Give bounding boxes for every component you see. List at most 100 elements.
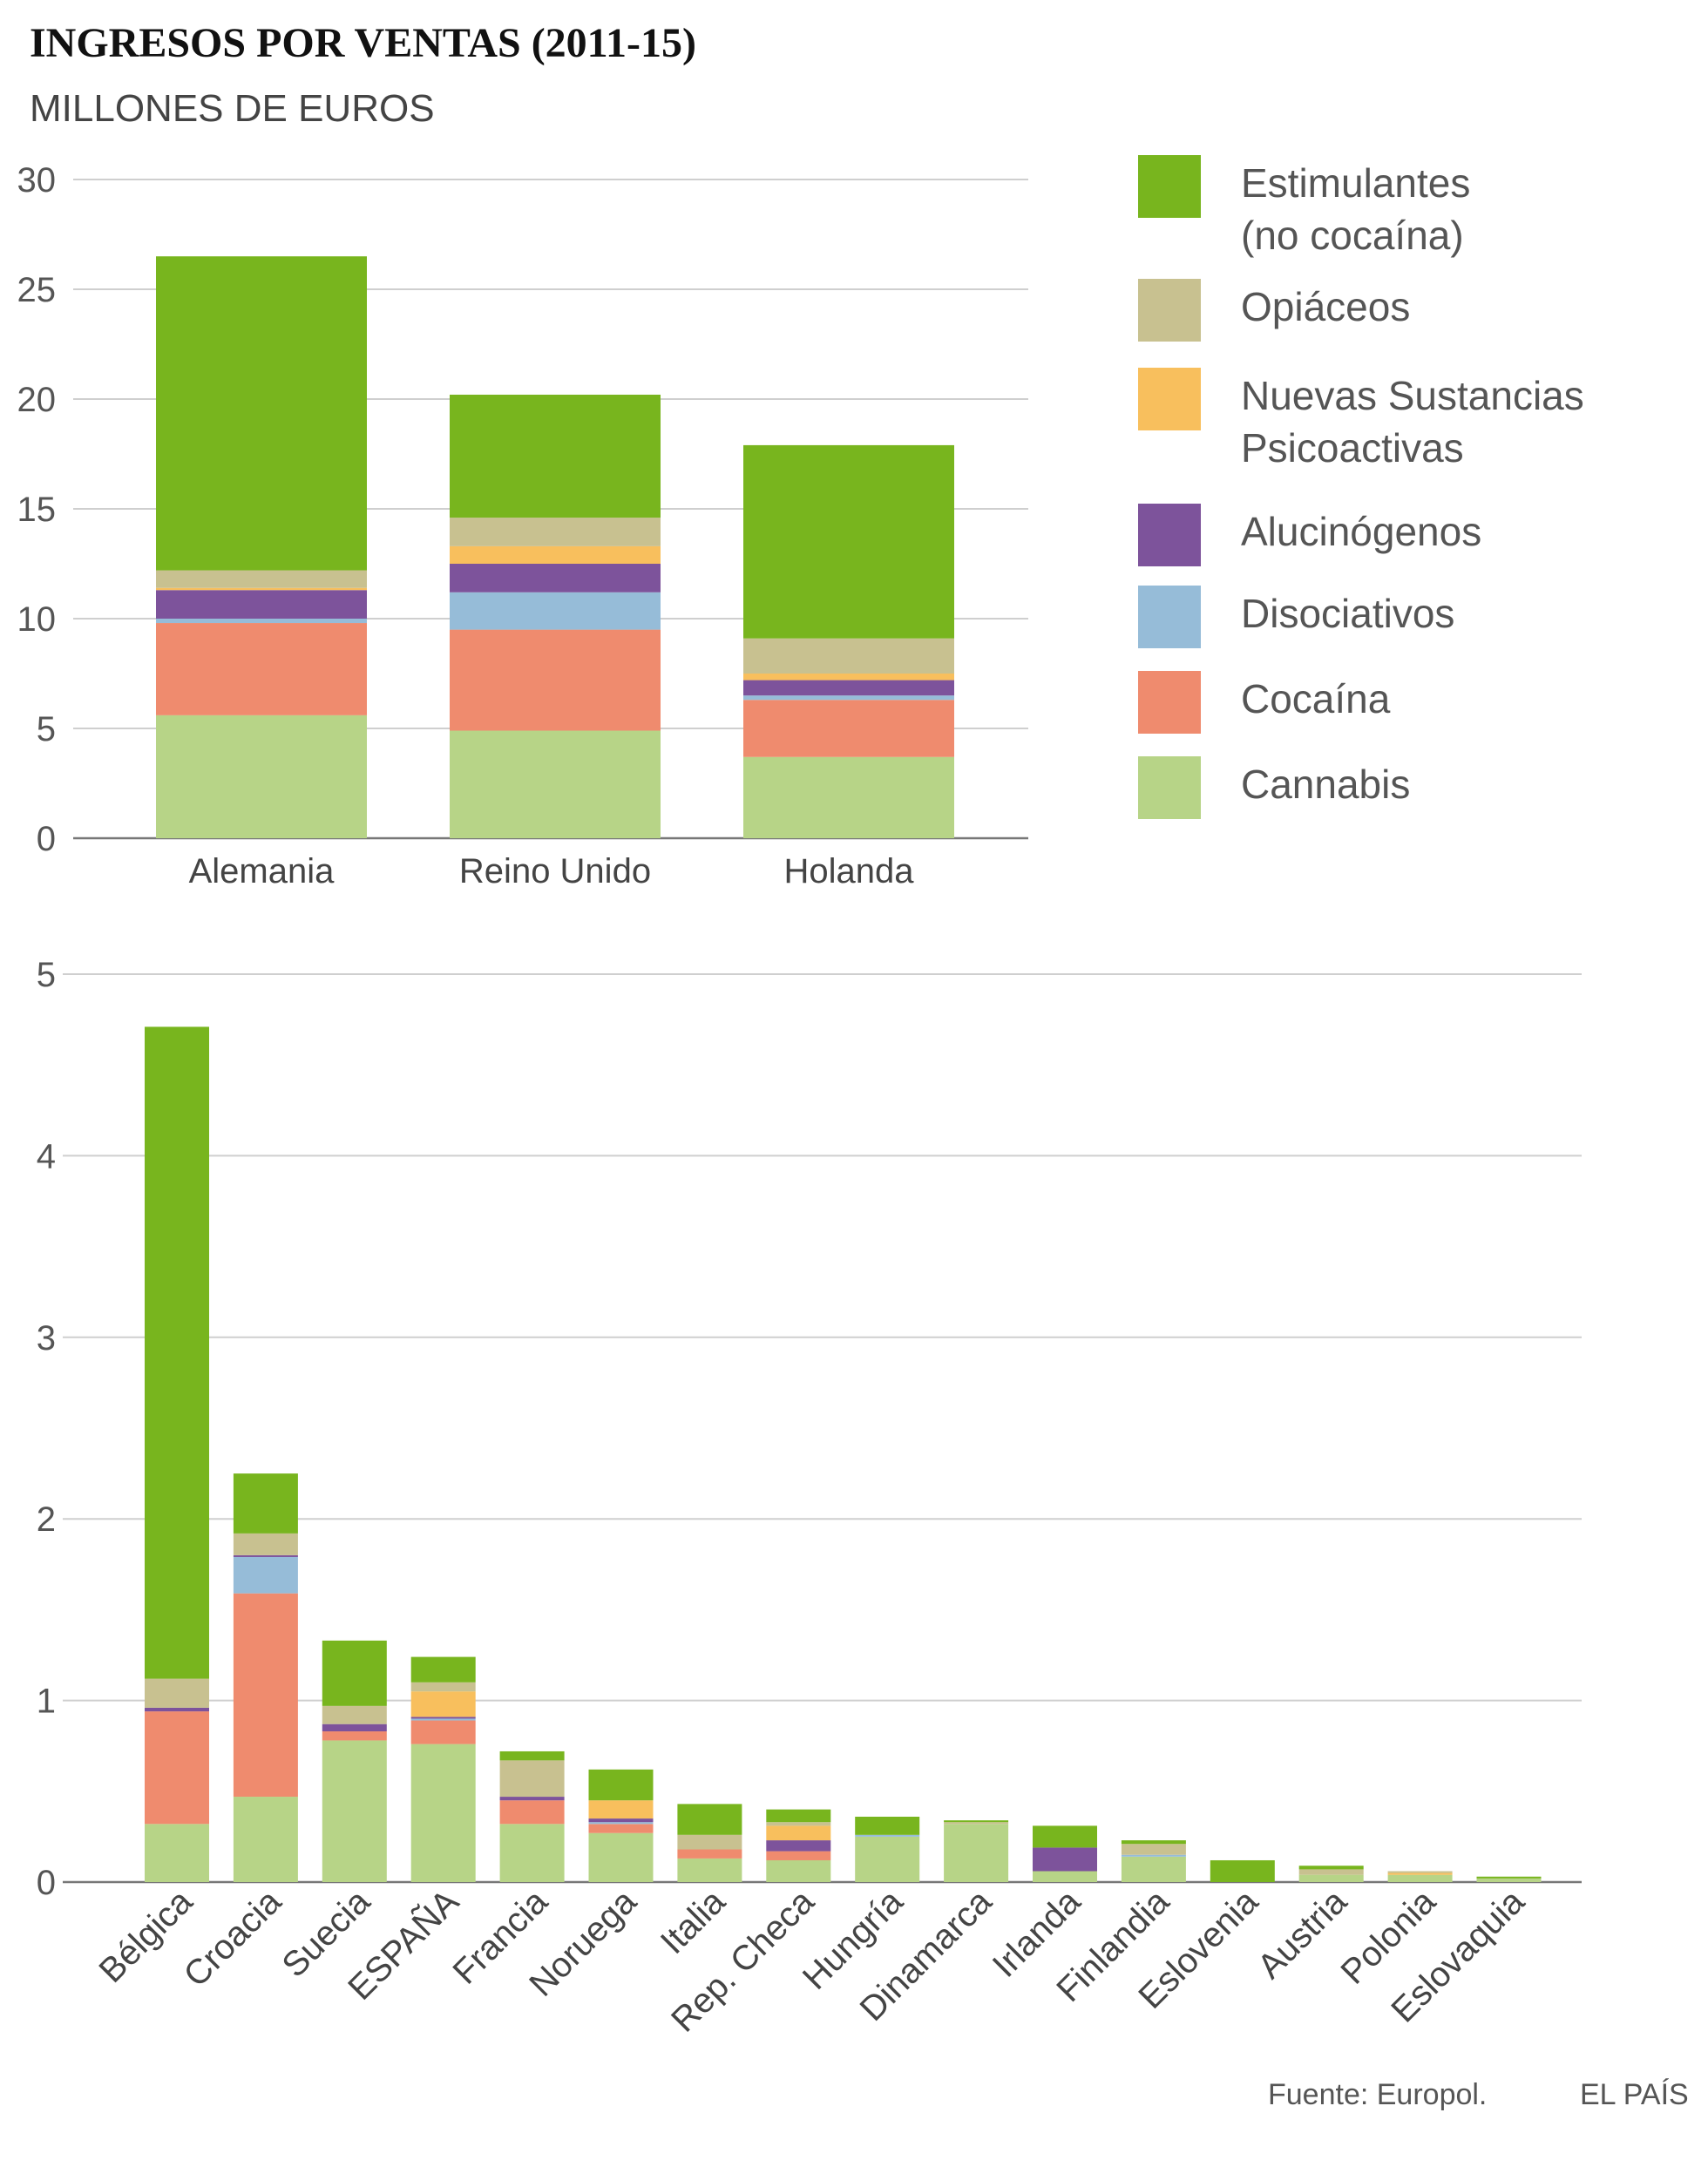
bar-segment-estimulantes-no-cocaina	[450, 394, 661, 518]
bar-segment-alucinogenos	[145, 1707, 209, 1712]
legend-item-opiaceos: Opiáceos	[1138, 279, 1410, 342]
bar-segment-alucinogenos	[450, 564, 661, 593]
bar-segment-opiaceos	[322, 1705, 387, 1724]
bar-segment-opiaceos	[145, 1678, 209, 1708]
bar-segment-disociativos	[156, 619, 367, 624]
bar-segment-cannabis	[156, 714, 367, 838]
legend-label: Cannabis	[1241, 762, 1410, 807]
chart-2: 012345BélgicaCroaciaSueciaESPAÑAFranciaN…	[37, 956, 1582, 2040]
bar-segment-opiaceos	[1387, 1871, 1453, 1873]
bar-segment-cannabis	[1033, 1871, 1097, 1882]
bar-segment-alucinogenos	[322, 1723, 387, 1732]
bar-segment-cocaina	[450, 629, 661, 731]
bar-segment-nuevas-sustancias-psicoactivas	[1387, 1872, 1453, 1875]
legend-swatch	[1138, 756, 1201, 819]
bar-segment-disociativos	[588, 1822, 654, 1825]
bar-segment-cocaina	[233, 1593, 298, 1798]
legend-item-estimulantes-no-cocaina: Estimulantes (no cocaína)	[1138, 155, 1470, 258]
x-tick-label: Alemania	[189, 852, 336, 891]
bar-segment-opiaceos	[944, 1822, 1009, 1825]
bar-segment-estimulantes-no-cocaina	[588, 1769, 654, 1801]
legend-item-cocaina: Cocaína	[1138, 671, 1391, 734]
bar-segment-cannabis	[499, 1824, 565, 1882]
bar-segment-estimulantes-no-cocaina	[410, 1656, 476, 1683]
bar-segment-disociativos	[450, 592, 661, 630]
bar-segment-cocaina	[588, 1824, 654, 1833]
legend-swatch	[1138, 671, 1201, 734]
legend-label: Opiáceos	[1241, 284, 1410, 329]
chart-subtitle: MILLONES DE EUROS	[30, 87, 435, 130]
legend-label: Nuevas Sustancias	[1241, 373, 1584, 418]
bar-segment-cannabis	[855, 1836, 920, 1882]
bar-segment-estimulantes-no-cocaina	[322, 1640, 387, 1706]
bar-segment-estimulantes-no-cocaina	[677, 1804, 742, 1835]
bar-segment-disociativos	[743, 695, 954, 701]
bar-segment-estimulantes-no-cocaina	[1298, 1866, 1364, 1870]
legend-label: Cocaína	[1241, 676, 1391, 721]
bar-segment-nuevas-sustancias-psicoactivas	[450, 545, 661, 564]
bar-segment-alucinogenos	[156, 590, 367, 619]
y-tick-label: 4	[37, 1137, 56, 1175]
legend-label: Disociativos	[1241, 591, 1454, 636]
bar-segment-cannabis	[743, 756, 954, 838]
legend-swatch	[1138, 155, 1201, 218]
bar-segment-estimulantes-no-cocaina	[743, 444, 954, 639]
legend-label: Psicoactivas	[1241, 425, 1464, 471]
bar-segment-estimulantes-no-cocaina	[766, 1809, 831, 1823]
y-tick-label: 15	[17, 491, 57, 529]
legend-label: (no cocaína)	[1241, 213, 1464, 258]
bar-segment-alucinogenos	[233, 1554, 298, 1557]
y-tick-label: 10	[17, 600, 57, 639]
legend-item-alucinogenos: Alucinógenos	[1138, 504, 1481, 566]
bar-segment-disociativos	[410, 1718, 476, 1721]
bar-segment-cocaina	[766, 1851, 831, 1860]
bar-segment-opiaceos	[766, 1822, 831, 1826]
bar-segment-estimulantes-no-cocaina	[1033, 1825, 1097, 1848]
legend-swatch	[1138, 504, 1201, 566]
y-tick-label: 20	[17, 381, 57, 419]
bar-segment-cannabis	[450, 730, 661, 838]
bar-segment-cannabis	[410, 1744, 476, 1882]
x-tick-label: Reino Unido	[459, 852, 651, 891]
legend-item-cannabis: Cannabis	[1138, 756, 1410, 819]
y-tick-label: 5	[37, 956, 56, 994]
y-tick-label: 3	[37, 1319, 56, 1358]
legend-label: Estimulantes	[1241, 160, 1470, 206]
bar-segment-estimulantes-no-cocaina	[156, 256, 367, 571]
source-note: Fuente: Europol.	[1268, 2078, 1488, 2111]
bar-segment-cocaina	[322, 1731, 387, 1741]
bar-segment-cannabis	[944, 1824, 1009, 1882]
bar-segment-opiaceos	[156, 570, 367, 588]
y-tick-label: 0	[37, 1864, 56, 1902]
bar-segment-nuevas-sustancias-psicoactivas	[410, 1691, 476, 1717]
legend-swatch	[1138, 586, 1201, 648]
bar-segment-disociativos	[855, 1834, 920, 1837]
bar-segment-nuevas-sustancias-psicoactivas	[743, 674, 954, 681]
bar-segment-estimulantes-no-cocaina	[233, 1473, 298, 1534]
bar-segment-alucinogenos	[766, 1840, 831, 1852]
x-tick-label: Italia	[654, 1882, 733, 1961]
y-tick-label: 25	[17, 271, 57, 309]
bar-segment-alucinogenos	[1033, 1847, 1097, 1872]
legend-item-disociativos: Disociativos	[1138, 586, 1454, 648]
brand-label: EL PAÍS	[1580, 2078, 1689, 2111]
y-tick-label: 1	[37, 1683, 56, 1721]
bar-segment-estimulantes-no-cocaina	[1476, 1876, 1542, 1879]
bar-segment-cannabis	[1121, 1856, 1186, 1882]
bar-segment-estimulantes-no-cocaina	[944, 1820, 1009, 1823]
y-tick-label: 5	[37, 710, 56, 748]
legend-swatch	[1138, 368, 1201, 430]
bar-segment-opiaceos	[743, 638, 954, 674]
chart-title: INGRESOS POR VENTAS (2011-15)	[30, 20, 696, 66]
bar-segment-estimulantes-no-cocaina	[499, 1751, 565, 1761]
bar-segment-alucinogenos	[588, 1818, 654, 1823]
bar-segment-cannabis	[233, 1797, 298, 1882]
bar-segment-cocaina	[743, 700, 954, 757]
bar-segment-nuevas-sustancias-psicoactivas	[156, 587, 367, 591]
bar-segment-cannabis	[588, 1832, 654, 1882]
bar-segment-cocaina	[410, 1720, 476, 1744]
bar-segment-opiaceos	[450, 518, 661, 546]
bar-segment-alucinogenos	[410, 1717, 476, 1719]
bar-segment-alucinogenos	[743, 680, 954, 696]
x-tick-label: Holanda	[783, 852, 914, 891]
